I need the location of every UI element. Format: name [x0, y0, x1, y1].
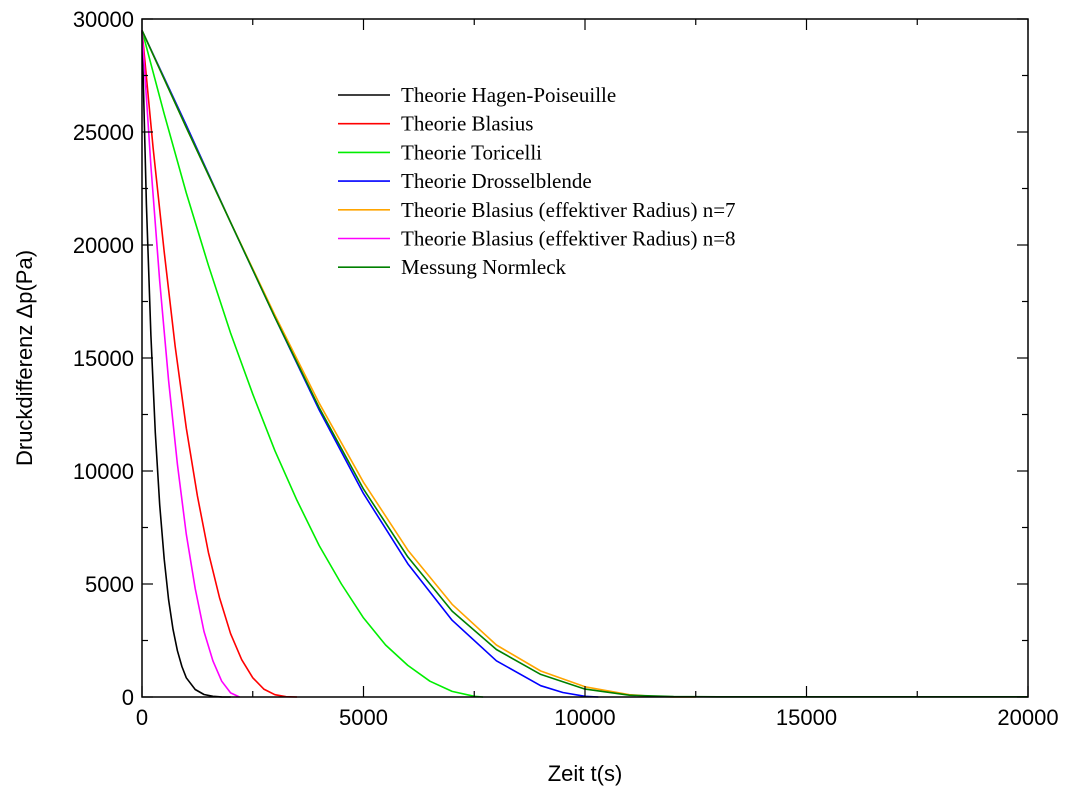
y-tick-label: 30000 [73, 7, 134, 32]
y-tick-label: 20000 [73, 233, 134, 258]
x-tick-label: 20000 [997, 705, 1058, 730]
x-tick-label: 5000 [339, 705, 388, 730]
axis-tick-labels: 0 5000 10000 15000 20000 0 5000 10000 15000 20000… [73, 7, 1059, 730]
legend-label-3: Theorie Drosselblende [401, 169, 592, 193]
legend-label-5: Theorie Blasius (effektiver Radius) n=8 [401, 227, 736, 251]
axis-ticks [141, 18, 1029, 698]
legend-label-0: Theorie Hagen-Poiseuille [401, 83, 616, 107]
y-tick-label: 25000 [73, 120, 134, 145]
legend: Theorie Hagen-Poiseuille Theorie Blasius T… [338, 83, 736, 279]
y-axis-label: Druckdifferenz Δp(Pa) [12, 250, 37, 466]
y-tick-label: 10000 [73, 459, 134, 484]
legend-label-1: Theorie Blasius [401, 112, 533, 136]
series-line-1 [141, 30, 298, 698]
x-tick-label: 10000 [554, 705, 615, 730]
legend-label-6: Messung Normleck [401, 255, 567, 279]
legend-label-2: Theorie Toricelli [401, 140, 542, 164]
x-axis-label: Zeit t(s) [548, 761, 623, 786]
y-tick-label: 0 [122, 685, 134, 710]
series-line-0 [141, 30, 231, 698]
y-tick-label: 15000 [73, 346, 134, 371]
x-tick-label: 0 [136, 705, 148, 730]
series-line-5 [141, 30, 240, 698]
y-tick-label: 5000 [85, 572, 134, 597]
legend-label-4: Theorie Blasius (effektiver Radius) n=7 [401, 198, 736, 222]
series-line-2 [141, 30, 484, 698]
x-tick-label: 15000 [776, 705, 837, 730]
